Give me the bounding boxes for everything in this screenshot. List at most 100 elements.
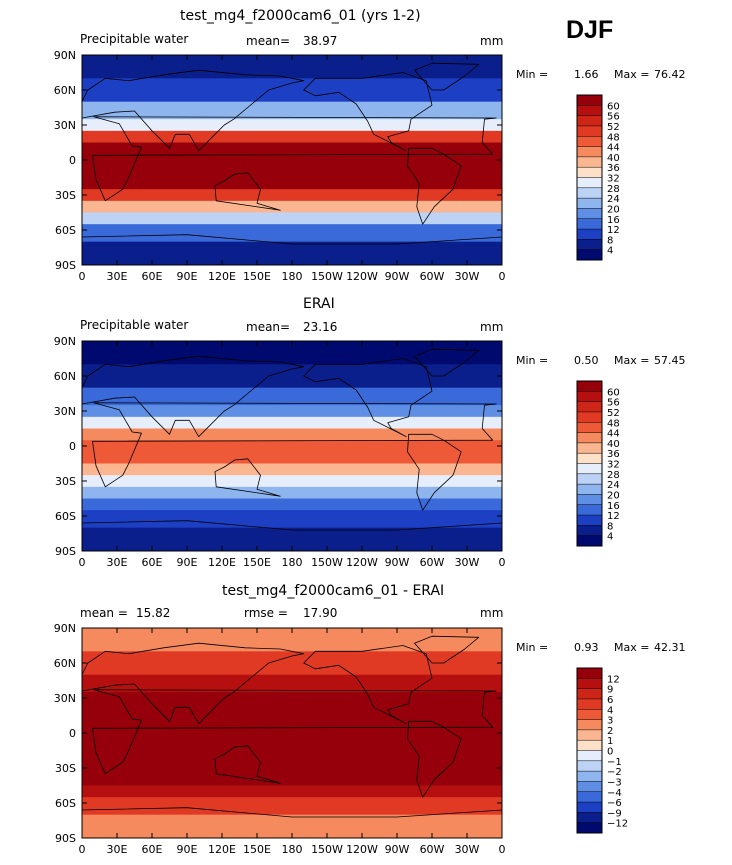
map-band	[82, 451, 502, 464]
lon-label: 30E	[107, 843, 128, 856]
colorbar-label: 36	[607, 163, 620, 174]
colorbar-box	[577, 229, 602, 240]
colorbar-box	[577, 822, 602, 834]
colorbar-box	[577, 177, 602, 189]
map-band	[82, 55, 502, 79]
map-band	[82, 475, 502, 488]
lon-label: 30W	[455, 270, 480, 283]
continent-outline	[92, 689, 497, 775]
continent-outline	[214, 458, 281, 497]
colorbar-box	[577, 422, 602, 433]
colorbar-box	[577, 709, 602, 720]
colorbar-label: 4	[607, 246, 613, 257]
map-band	[82, 165, 502, 178]
colorbar-label: 28	[607, 470, 620, 481]
colorbar-box	[577, 198, 602, 209]
colorbar-label: 60	[607, 387, 620, 398]
panel-3-units: mm	[480, 606, 504, 620]
continent-outline	[303, 72, 433, 152]
map-band	[82, 130, 502, 143]
lat-label: 60S	[55, 224, 76, 237]
colorbar-box	[577, 432, 602, 444]
colorbar-label: −1	[607, 757, 622, 768]
continent-outline	[92, 402, 497, 488]
panel-3-max-label: Max =	[614, 641, 650, 654]
colorbar-box	[577, 187, 602, 199]
colorbar-label: 16	[607, 501, 620, 512]
lon-label: 60W	[420, 843, 445, 856]
lat-label: 90N	[54, 335, 76, 348]
map-band	[82, 785, 502, 798]
colorbar-label: 6	[607, 695, 613, 706]
colorbar-box	[577, 167, 602, 178]
map-band	[82, 154, 502, 167]
colorbar-label: 60	[607, 101, 620, 112]
lon-label: 60E	[142, 556, 163, 569]
lon-label: 120W	[346, 843, 378, 856]
lon-label: 120W	[346, 556, 378, 569]
map-band	[82, 440, 502, 453]
lon-label: 30W	[455, 843, 480, 856]
colorbar-box	[577, 760, 602, 772]
map-band	[82, 119, 502, 132]
lon-label: 90W	[385, 556, 410, 569]
lon-label: 90W	[385, 270, 410, 283]
lon-label: 90E	[177, 556, 198, 569]
colorbar-box	[577, 719, 602, 731]
colorbar-label: 0	[607, 747, 613, 758]
colorbar-box	[577, 401, 602, 413]
panel-2-mean-label: mean=	[246, 320, 291, 334]
map-band	[82, 341, 502, 365]
colorbar-box	[577, 95, 602, 106]
lon-label: 0	[499, 843, 506, 856]
colorbar-label: −4	[607, 788, 622, 799]
map-band	[82, 177, 502, 190]
continent-outline	[407, 147, 462, 225]
colorbar-box	[577, 535, 602, 547]
map-band	[82, 527, 502, 552]
continent-outline	[303, 645, 433, 725]
lat-label: 30S	[55, 762, 76, 775]
map-band	[82, 405, 502, 418]
lon-label: 180	[282, 556, 303, 569]
lat-label: 30N	[54, 119, 76, 132]
colorbar-label: −6	[607, 798, 622, 809]
panel-1-title: test_mg4_f2000cam6_01 (yrs 1-2)	[180, 8, 421, 24]
lon-label: 180	[282, 270, 303, 283]
colorbar-box	[577, 771, 602, 782]
lon-label: 60W	[420, 270, 445, 283]
lon-label: 0	[79, 270, 86, 283]
lat-label: 60S	[55, 510, 76, 523]
map-band	[82, 628, 502, 652]
panel-3-max-value: 42.31	[654, 641, 686, 654]
panel-3-mean-value: 15.82	[136, 606, 171, 620]
colorbar-box	[577, 218, 602, 230]
colorbar-label: 12	[607, 225, 620, 236]
lat-label: 60N	[54, 370, 76, 383]
lon-label: 90W	[385, 843, 410, 856]
lat-label: 0	[69, 440, 76, 453]
lon-label: 120E	[208, 556, 236, 569]
colorbar-box	[577, 729, 602, 741]
map-band	[82, 428, 502, 441]
map-band	[82, 797, 502, 816]
continent-outline	[81, 355, 305, 438]
panel-1-variable: Precipitable water	[80, 32, 189, 46]
map-band	[82, 241, 502, 266]
colorbar-box	[577, 381, 602, 392]
colorbar-label: 48	[607, 132, 620, 143]
colorbar-box	[577, 453, 602, 464]
lon-label: 60E	[142, 270, 163, 283]
map-band	[82, 463, 502, 476]
colorbar-label: 12	[607, 674, 620, 685]
colorbar-label: 24	[607, 194, 620, 205]
panel-2-max-label: Max =	[614, 354, 650, 367]
colorbar-box	[577, 678, 602, 689]
colorbar-label: 12	[607, 511, 620, 522]
panel-1-units: mm	[480, 34, 504, 48]
map-band	[82, 773, 502, 786]
panel-1-min-label: Min =	[516, 68, 549, 81]
